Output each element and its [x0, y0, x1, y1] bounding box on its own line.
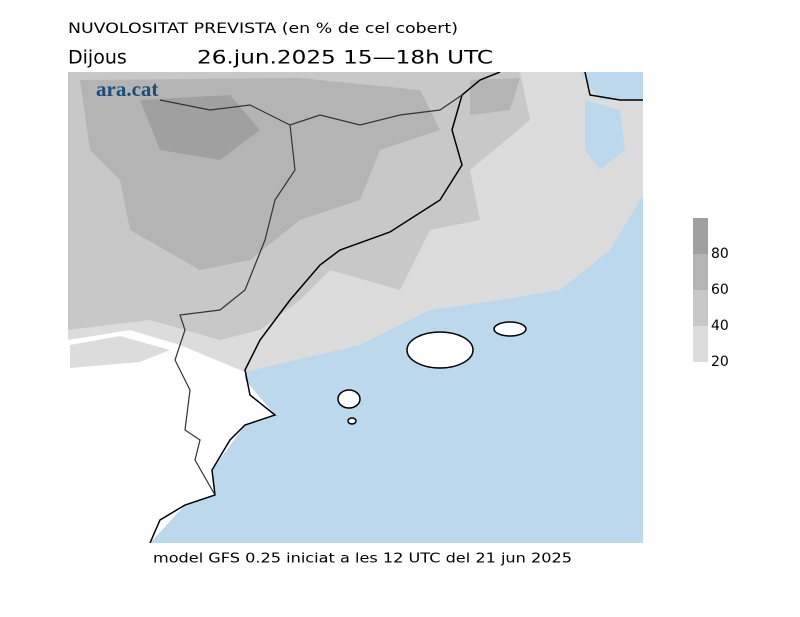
legend: 20 40 60 80: [693, 218, 729, 370]
cloud-dense: [470, 78, 520, 115]
sea-clear: [585, 100, 625, 170]
legend-swatch: [693, 326, 708, 362]
island: [347, 417, 357, 425]
legend-swatch: [693, 254, 708, 290]
island: [406, 331, 474, 369]
coastline: [149, 72, 501, 543]
map-title: NUVOLOSITAT PREVISTA (en % de cel cobert…: [68, 21, 458, 37]
legend-swatch: [693, 290, 708, 326]
border: [159, 94, 463, 126]
border: [174, 124, 296, 496]
map: [68, 72, 643, 543]
legend-tick-label: 20: [711, 354, 729, 370]
logo: ara.cat: [96, 77, 158, 101]
legend-tick-label: 60: [711, 282, 729, 298]
legend-tick-label: 40: [711, 318, 729, 334]
land-clear: [68, 330, 275, 543]
cloud-heavy: [140, 95, 260, 160]
island: [337, 389, 361, 409]
period-label: 26.jun.2025 15—18h UTC: [197, 47, 493, 69]
legend-swatch: [693, 218, 708, 254]
legend-tick-label: 80: [711, 246, 729, 262]
cloud-light: [70, 336, 170, 368]
coastline: [584, 72, 643, 101]
footer: model GFS 0.25 iniciat a les 12 UTC del …: [153, 552, 572, 567]
island: [493, 321, 527, 337]
day-label: Dijous: [68, 47, 127, 69]
